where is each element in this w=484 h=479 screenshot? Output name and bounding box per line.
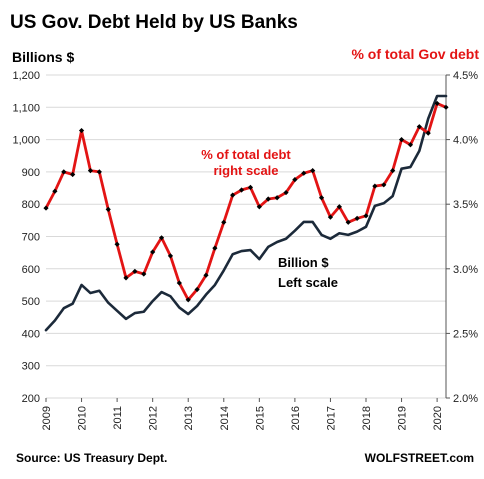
- percent-point: [372, 183, 378, 189]
- chart-title: US Gov. Debt Held by US Banks: [10, 12, 298, 33]
- percent-point: [310, 168, 316, 174]
- percent-point: [238, 187, 245, 193]
- percent-point: [87, 168, 94, 174]
- percent-point: [336, 204, 342, 210]
- series-layer: [43, 94, 449, 332]
- left-tick-label: 800: [22, 199, 40, 211]
- left-tick-label: 900: [22, 167, 40, 179]
- percent-point: [212, 245, 218, 251]
- right-tick-label: 4.0%: [453, 135, 478, 147]
- left-axis-ticks: 200 300 400 500 600 700 800 900 1,000 1,100 1,200: [12, 70, 40, 405]
- percent-point: [70, 171, 76, 178]
- percent-point: [292, 177, 298, 183]
- x-tick-label: 2015: [254, 406, 266, 430]
- right-tick-label: 3.0%: [453, 264, 478, 276]
- percent-point: [176, 280, 182, 286]
- left-tick-label: 500: [22, 296, 40, 308]
- left-tick-label: 1,200: [12, 70, 40, 82]
- series-line-percent: [44, 102, 448, 302]
- right-axis-ticks: 2.0% 2.5% 3.0% 3.5% 4.0% 4.5%: [446, 70, 478, 405]
- right-tick-label: 2.5%: [453, 328, 478, 340]
- percent-point: [150, 249, 156, 255]
- percent-point: [194, 286, 200, 293]
- percent-point: [425, 130, 431, 136]
- percent-point: [443, 104, 449, 110]
- series-line-billions: [44, 94, 448, 332]
- percent-point: [256, 204, 262, 210]
- percent-point: [52, 188, 58, 194]
- percent-point: [416, 124, 422, 130]
- x-tick-label: 2018: [361, 406, 373, 430]
- left-tick-label: 600: [22, 264, 40, 276]
- left-tick-label: 300: [22, 361, 40, 373]
- x-tick-label: 2019: [397, 406, 409, 430]
- percent-point: [203, 272, 209, 278]
- percent-point: [407, 142, 414, 148]
- percent-point: [185, 297, 191, 303]
- percent-point: [434, 100, 440, 107]
- annotation-pct-label: % of total debt: [201, 147, 291, 162]
- x-tick-label: 2012: [148, 406, 160, 430]
- left-tick-label: 700: [22, 232, 40, 244]
- left-axis-title: Billions $: [12, 49, 74, 65]
- percent-point: [61, 169, 67, 175]
- x-axis-ticks: 2009 2010 2011 2012 2013 2014 2015 2016 2017 2018…: [41, 398, 444, 430]
- percent-point: [274, 195, 280, 201]
- percent-point: [354, 215, 360, 222]
- x-tick-label: 2014: [219, 406, 231, 430]
- percent-point: [78, 127, 85, 134]
- x-tick-label: 2017: [325, 406, 337, 430]
- percent-point: [283, 189, 289, 196]
- percent-point: [301, 170, 307, 176]
- left-tick-label: 200: [22, 393, 40, 405]
- percent-point: [167, 253, 174, 259]
- left-tick-label: 400: [22, 328, 40, 340]
- x-tick-label: 2016: [290, 406, 302, 430]
- percent-point: [390, 168, 396, 174]
- percent-point: [363, 213, 369, 219]
- annotation-pct-scale: right scale: [213, 163, 278, 178]
- x-tick-label: 2010: [77, 406, 89, 430]
- x-tick-label: 2020: [432, 406, 444, 430]
- left-tick-label: 1,000: [12, 135, 40, 147]
- left-tick-label: 1,100: [12, 102, 40, 114]
- source-note: Source: US Treasury Dept.: [16, 451, 167, 465]
- annotation-billion-scale: Left scale: [278, 275, 338, 290]
- annotation-billion-label: Billion $: [278, 255, 329, 270]
- right-tick-label: 2.0%: [453, 393, 478, 405]
- percent-point: [398, 137, 405, 143]
- percent-point: [265, 196, 271, 202]
- percent-point: [230, 192, 236, 198]
- percent-point: [247, 184, 254, 191]
- gridlines: [46, 74, 446, 399]
- percent-point: [141, 271, 147, 277]
- percent-point: [96, 169, 102, 175]
- brand-label: WOLFSTREET.com: [365, 451, 474, 465]
- percent-point: [114, 241, 120, 247]
- percent-point: [318, 195, 325, 201]
- x-tick-label: 2011: [112, 406, 124, 430]
- percent-point: [158, 235, 165, 241]
- right-tick-label: 3.5%: [453, 199, 478, 211]
- percent-point: [43, 205, 49, 211]
- percent-point: [132, 268, 138, 274]
- percent-point: [105, 206, 111, 212]
- percent-point: [345, 219, 351, 225]
- percent-point: [221, 219, 227, 225]
- percent-point: [123, 275, 129, 281]
- x-tick-label: 2009: [41, 406, 53, 430]
- right-axis-title: % of total Gov debt: [351, 46, 479, 62]
- x-tick-label: 2013: [183, 406, 195, 430]
- percent-point: [381, 182, 387, 188]
- percent-point: [327, 214, 334, 220]
- right-tick-label: 4.5%: [453, 70, 478, 82]
